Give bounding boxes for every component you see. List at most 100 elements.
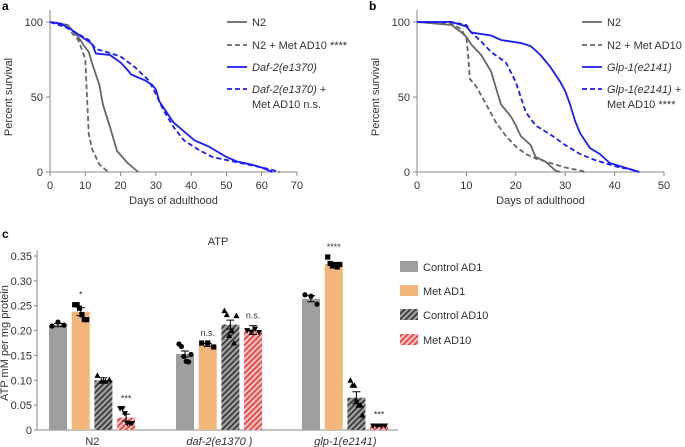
legend-text: N2 [252,17,266,29]
data-point-square [325,254,331,260]
data-point-triangle-up [94,372,101,378]
x-tick-label: 0 [47,180,53,192]
legend-swatch [400,285,418,296]
data-point-circle [55,319,61,325]
x-tick-label: 20 [510,180,522,192]
x-tick-label: 20 [114,180,126,192]
data-point-triangle-up [359,412,366,418]
x-tick-label: 10 [460,180,472,192]
bar [176,353,194,430]
panel-label: c [2,227,9,241]
y-tick-label: 50 [398,92,410,104]
significance-label: *** [121,394,132,404]
error-bar [226,319,235,330]
panel-b: b 0 10 20 30 40 50 0 50 100 Days of adulthood Perce… [369,0,685,207]
data-point-triangle-up [228,327,235,334]
y-tick-label: 0 [404,167,410,179]
legend-text: + [317,84,326,96]
significance-label: n.s. [200,328,215,338]
significance-label: *** [374,410,385,420]
y-tick-label: 0.15 [11,350,32,362]
legend-entry: Control AD10 [423,310,488,322]
data-point-square [199,340,205,346]
legend-entry: N2 + Met AD10 **** [252,40,348,52]
legend-entry-line2: Met AD10 n.s. [252,99,321,111]
data-point-square [337,261,343,268]
data-point-triangle-up [98,378,105,384]
x-tick-label: 30 [150,180,162,192]
y-tick-label: 100 [392,17,410,29]
bar [198,344,217,430]
y-tick-label: 0.30 [11,276,32,288]
chart-title: ATP [208,236,229,248]
data-point-circle [61,322,67,328]
panel-c: c ATP 0 0.05 0.10 0.15 0.20 0.25 0.30 0.35 ATP mM … [0,227,488,447]
x-axis-label: Days of adulthood [496,195,585,207]
category-label: daf-2(e1370 ) [186,436,252,447]
series-line-2 [49,21,273,173]
legend-swatch [400,261,418,272]
data-point-triangle-up [351,382,358,388]
y-tick-label: 0.25 [11,301,32,313]
bar [94,380,113,430]
data-point-square [211,344,217,350]
legend-italic: Daf-2(e1370) [252,62,317,74]
data-point-triangle-up [347,377,354,383]
legend-swatch [400,309,418,320]
data-point-square [74,302,80,308]
y-tick-label: 0.10 [11,375,32,387]
x-tick-label: 40 [608,180,620,192]
panel-label: b [369,0,376,13]
significance-label: * [79,290,83,300]
x-tick-label: 50 [220,180,232,192]
significance-label: **** [327,242,342,252]
y-tick-label: 0 [37,167,43,179]
x-tick-label: 0 [414,180,420,192]
data-point-circle [49,323,55,329]
legend-italic: Glp-1(e2141) [607,84,672,96]
legend-swatch [400,334,418,345]
data-point-triangle-down [378,423,385,430]
bar [302,298,320,430]
series-line-0 [416,21,561,173]
x-tick-label: 10 [79,180,91,192]
data-point-triangle-up [226,332,233,339]
data-point-triangle-down [382,423,389,430]
legend-entry-line2: Met AD10 **** [607,99,676,111]
bar [71,311,90,430]
series-line-0 [49,21,139,173]
legend-entry: N2 [252,17,266,29]
legend-entry: Glp-1(e2141) + [607,84,681,96]
data-point-triangle-down [252,326,259,333]
panel-a: a 0 10 20 30 40 50 60 70 0 50 100 Days of adulthood P… [2,0,348,207]
data-point-circle [308,293,314,299]
data-point-triangle-down [256,330,263,336]
y-axis-label: Percent survival [370,58,382,136]
legend-italic: Glp-1(e2141) [607,62,672,74]
data-point-triangle-up [223,311,230,318]
data-point-triangle-down [121,411,128,417]
series-line-1 [416,21,586,173]
data-point-triangle-up [221,307,228,314]
legend-italic: Daf-2(e1370) [252,84,317,96]
legend-text: N2 [607,17,621,29]
data-point-triangle-up [102,378,109,384]
significance-label: n.s. [246,311,261,321]
data-point-circle [302,292,308,298]
data-point-triangle-down [244,328,251,334]
y-axis-label: Percent survival [3,58,15,136]
data-point-triangle-up [353,397,360,403]
data-point-triangle-up [106,376,113,383]
bar [244,330,263,430]
legend-entry: Met AD10 [423,335,471,347]
data-point-circle [186,359,192,365]
data-point-circle [188,351,194,358]
data-point-triangle-down [119,406,126,412]
data-point-square [84,317,90,323]
legend-text: N2 + Met AD10 **** [252,40,348,52]
category-label: N2 [85,436,99,447]
y-tick-label: 0 [26,425,32,437]
legend-entry: N2 + Met AD10 * [607,40,685,52]
data-point-square [205,340,211,346]
